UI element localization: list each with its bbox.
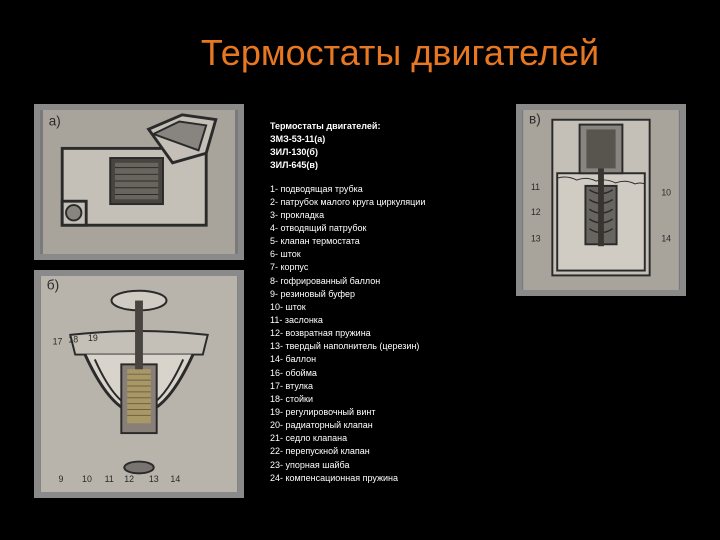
svg-text:9: 9 (58, 474, 63, 484)
legend-line: 1- подводящая трубка (270, 183, 530, 195)
figure-b: 9 10 11 12 13 14 17 18 19 б) (34, 270, 244, 498)
svg-text:13: 13 (149, 474, 159, 484)
figure-a: а) (34, 104, 244, 260)
figure-c: 11 12 13 10 14 в) (516, 104, 686, 296)
legend-line: 17- втулка (270, 380, 530, 392)
legend-line: 22- перепускной клапан (270, 445, 530, 457)
legend-line: 16- обойма (270, 367, 530, 379)
legend-line: 19- регулировочный винт (270, 406, 530, 418)
figure-a-label: а) (49, 113, 61, 128)
thermostat-diagram-b: 9 10 11 12 13 14 17 18 19 б) (40, 276, 238, 492)
svg-text:18: 18 (68, 335, 78, 345)
svg-text:11: 11 (531, 182, 540, 192)
thermostat-diagram-a: а) (40, 110, 238, 254)
legend-line: 6- шток (270, 248, 530, 260)
header-line-2: ЗИЛ-130(б) (270, 146, 530, 158)
legend-line: 24- компенсационная пружина (270, 472, 530, 484)
legend-line: 7- корпус (270, 261, 530, 273)
slide-title: Термостаты двигателей (120, 32, 680, 74)
thermostat-diagram-c: 11 12 13 10 14 в) (522, 110, 680, 290)
header-line-1: ЗМЗ-53-11(а) (270, 133, 530, 145)
svg-text:11: 11 (105, 474, 114, 484)
legend-line: 3- прокладка (270, 209, 530, 221)
legend-line: 10- шток (270, 301, 530, 313)
svg-text:14: 14 (170, 474, 180, 484)
legend-line: 20- радиаторный клапан (270, 419, 530, 431)
svg-text:14: 14 (661, 233, 671, 243)
svg-text:19: 19 (88, 333, 98, 343)
legend-line: 2- патрубок малого круга циркуляции (270, 196, 530, 208)
svg-text:12: 12 (531, 207, 541, 217)
legend-line: 12- возвратная пружина (270, 327, 530, 339)
legend-line: 23- упорная шайба (270, 459, 530, 471)
legend-line: 13- твердый наполнитель (церезин) (270, 340, 530, 352)
legend-line: 9- резиновый буфер (270, 288, 530, 300)
legend-line: 5- клапан термостата (270, 235, 530, 247)
svg-text:в): в) (529, 112, 541, 127)
left-figures-column: а) 9 10 11 12 13 14 17 (34, 104, 244, 498)
legend-line: 4- отводящий патрубок (270, 222, 530, 234)
legend-line: 14- баллон (270, 353, 530, 365)
svg-text:б): б) (47, 278, 59, 293)
svg-text:12: 12 (124, 474, 134, 484)
svg-text:13: 13 (531, 233, 541, 243)
legend-line: 18- стойки (270, 393, 530, 405)
legend-text-block: Термостаты двигателей: ЗМЗ-53-11(а) ЗИЛ-… (270, 120, 530, 485)
legend-line: 8- гофрированный баллон (270, 275, 530, 287)
svg-text:10: 10 (82, 474, 92, 484)
legend-line: 21- седло клапана (270, 432, 530, 444)
svg-text:10: 10 (661, 188, 671, 198)
legend-line: 11- заслонка (270, 314, 530, 326)
header-line-0: Термостаты двигателей: (270, 120, 530, 132)
header-line-3: ЗИЛ-645(в) (270, 159, 530, 171)
svg-text:17: 17 (53, 337, 63, 347)
